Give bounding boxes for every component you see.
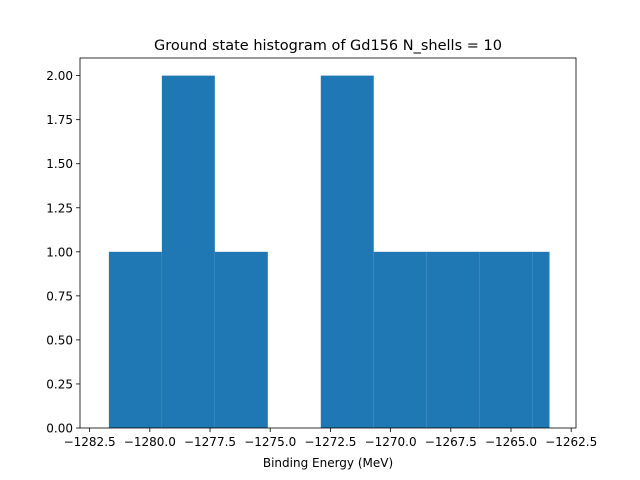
- chart-title: Ground state histogram of Gd156 N_shells…: [154, 38, 502, 54]
- x-tick-label: −1280.0: [124, 435, 176, 449]
- bars-group: [108, 75, 550, 428]
- histogram-bar-6: [426, 251, 480, 428]
- y-tick-label: 0.25: [46, 377, 73, 391]
- y-tick-label: 1.75: [46, 113, 73, 127]
- x-tick-label: −1270.0: [365, 435, 417, 449]
- y-tick-label: 0.00: [46, 422, 73, 436]
- x-tick-label: −1275.0: [244, 435, 296, 449]
- histogram-bar-1: [161, 75, 215, 428]
- y-tick-label: 1.50: [46, 157, 73, 171]
- x-tick-label: −1267.5: [425, 435, 477, 449]
- y-tick-label: 0.75: [46, 289, 73, 303]
- histogram-bar-4: [320, 75, 374, 428]
- histogram-bar-5: [373, 251, 427, 428]
- x-axis-label: Binding Energy (MeV): [263, 456, 393, 470]
- x-axis-ticks: −1282.5 −1280.0 −1277.5 −1275.0 −1272.5 −1270…: [64, 428, 597, 449]
- y-tick-label: 2.00: [46, 69, 73, 83]
- histogram-bar-2: [214, 251, 268, 428]
- x-tick-label: −1265.0: [485, 435, 537, 449]
- plot-frame: [79, 57, 577, 429]
- histogram-bar-0: [108, 251, 162, 428]
- y-tick-label: 1.00: [46, 245, 73, 259]
- x-tick-label: −1277.5: [184, 435, 236, 449]
- y-axis-ticks: 0.00 0.25 0.50 0.75 1.00 1.25 1.50 1.75 2.00: [46, 69, 80, 436]
- histogram-bar-7: [479, 251, 533, 428]
- x-tick-label: −1272.5: [304, 435, 356, 449]
- x-tick-label: −1262.5: [545, 435, 597, 449]
- y-tick-label: 0.50: [46, 333, 73, 347]
- histogram-bar-8: [532, 251, 550, 428]
- y-tick-label: 1.25: [46, 201, 73, 215]
- x-tick-label: −1282.5: [64, 435, 116, 449]
